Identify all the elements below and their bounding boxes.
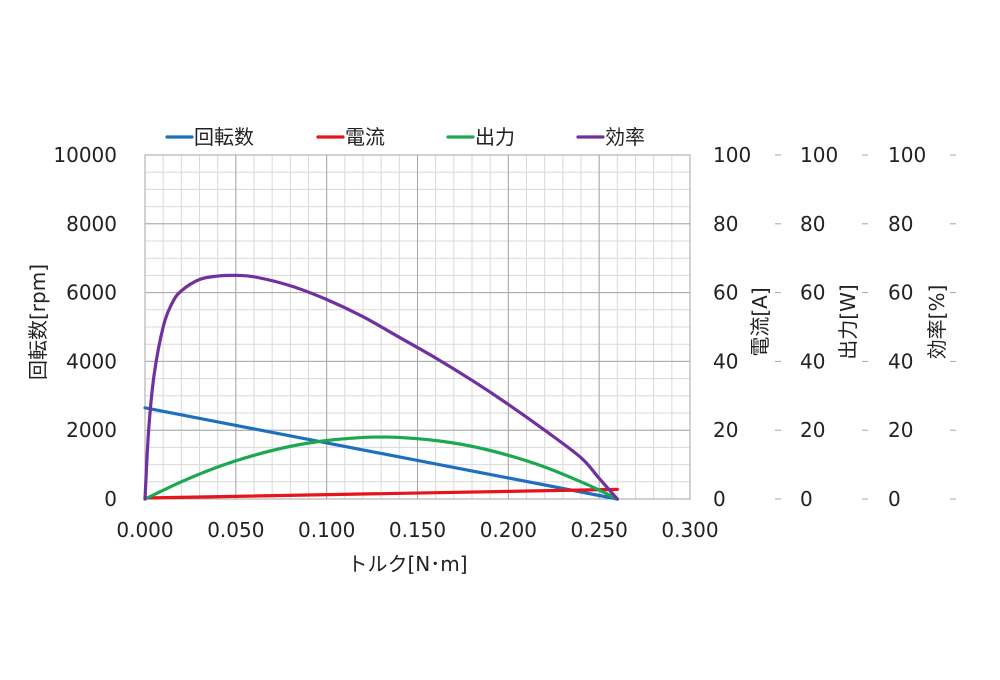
efficiency-tick-label: 60 [888, 281, 913, 305]
axis-titles: トルク[N･m] 回転数[rpm] 電流[A] 出力[W] 効率[%] [26, 264, 949, 576]
rpm-tick-label: 2000 [66, 418, 117, 442]
current-tick-label: 100 [713, 143, 751, 167]
current-axis-title: 電流[A] [748, 287, 772, 356]
x-tick-label: 0.050 [207, 518, 264, 542]
current-tick-label: 0 [713, 487, 726, 511]
rpm-tick-label: 10000 [53, 143, 117, 167]
power-tick-label: 100 [800, 143, 838, 167]
x-tick-label: 0.300 [661, 518, 718, 542]
x-tick-label: 0.200 [480, 518, 537, 542]
rpm-tick-label: 6000 [66, 281, 117, 305]
efficiency-tick-label: 0 [888, 487, 901, 511]
rpm-axis-title: 回転数[rpm] [26, 264, 50, 380]
x-tick-label: 0.250 [571, 518, 628, 542]
x-tick-label: 0.000 [116, 518, 173, 542]
power-axis-title: 出力[W] [836, 284, 860, 359]
efficiency-tick-label: 80 [888, 212, 913, 236]
legend-label-efficiency: 効率 [605, 125, 645, 149]
series-line-power [143, 435, 619, 501]
efficiency-tick-label: 40 [888, 349, 913, 373]
plot-area-border [144, 154, 691, 500]
power-tick-label: 60 [800, 281, 825, 305]
current-tick-label: 80 [713, 212, 738, 236]
power-tick-label: 0 [800, 487, 813, 511]
power-tick-label: 80 [800, 212, 825, 236]
efficiency-tick-label: 100 [888, 143, 926, 167]
power-tick-label: 20 [800, 418, 825, 442]
x-axis-title: トルク[N･m] [347, 552, 467, 576]
efficiency-tick-label: 20 [888, 418, 913, 442]
x-tick-label: 0.100 [298, 518, 355, 542]
power-tick-label: 40 [800, 349, 825, 373]
x-tick-label: 0.150 [389, 518, 446, 542]
legend: 回転数 電流 出力 効率 [165, 125, 645, 149]
current-tick-label: 60 [713, 281, 738, 305]
series-line-current [143, 487, 619, 500]
current-tick-label: 40 [713, 349, 738, 373]
series-line-rpm [143, 406, 619, 501]
axis-lines [144, 154, 956, 500]
current-tick-label: 20 [713, 418, 738, 442]
efficiency-axis-title: 効率[%] [925, 285, 949, 360]
rpm-tick-label: 0 [104, 487, 117, 511]
series-lines [143, 273, 619, 501]
legend-label-rpm: 回転数 [194, 125, 254, 149]
tick-labels: 0.000 0.050 0.100 0.150 0.200 0.250 0.30002000… [53, 143, 926, 542]
rpm-tick-label: 8000 [66, 212, 117, 236]
legend-label-power: 出力 [475, 125, 515, 149]
series-line-efficiency [143, 273, 619, 501]
rpm-tick-label: 4000 [66, 349, 117, 373]
legend-label-current: 電流 [345, 125, 385, 149]
